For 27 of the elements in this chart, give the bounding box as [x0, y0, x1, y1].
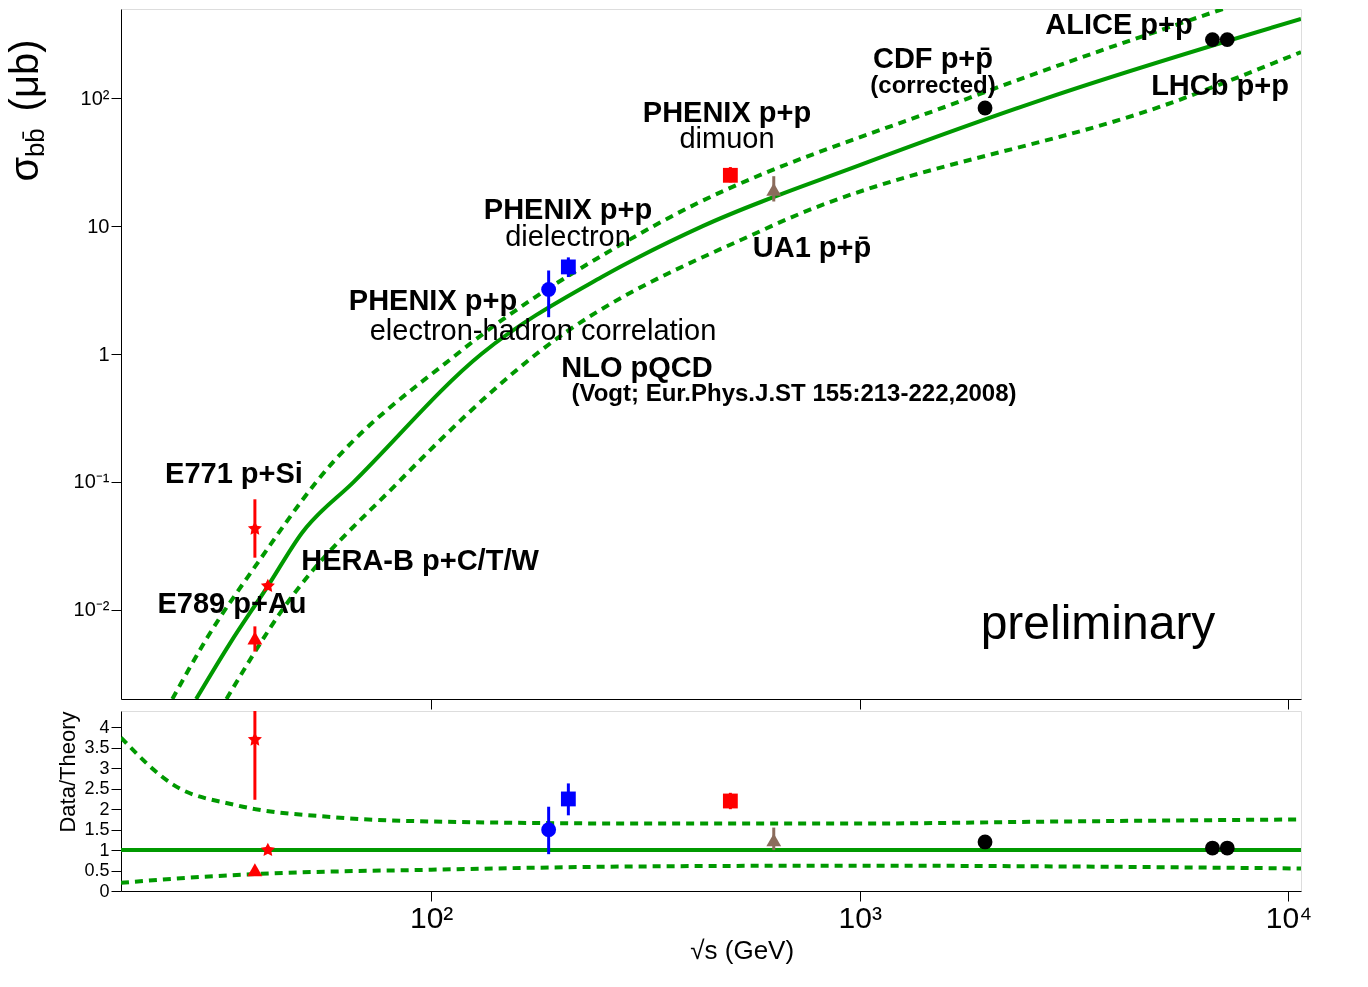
y-tick-label: 4 — [99, 716, 110, 737]
annotation: UA1 p+p̄ — [752, 231, 872, 263]
annotation: E771 p+Si — [165, 457, 303, 489]
y-tick-label: 1 — [99, 839, 110, 860]
x-tick-label: 10² — [409, 900, 454, 934]
annotation: preliminary — [980, 596, 1216, 649]
x-tick-label: 10⁴ — [1265, 900, 1313, 934]
y-tick-label: 0.5 — [84, 860, 110, 881]
annotation: PHENIX p+p — [483, 193, 653, 225]
y-tick-label: 2 — [99, 798, 110, 819]
y-tick-label: 10 — [87, 214, 110, 237]
y-tick-label: 3.5 — [84, 737, 110, 758]
y-tick-label: 10⁻² — [73, 598, 110, 621]
y-axis-title: Data/Theory — [55, 711, 81, 833]
y-tick-label: 10² — [80, 86, 110, 109]
annotation: PHENIX p+p — [348, 284, 518, 316]
y-tick-label: 0 — [99, 880, 110, 901]
y-axis-title: σbb̄ (μb) — [2, 39, 50, 182]
annotation: CDF p+p̄ — [872, 42, 994, 74]
y-tick-label: 1 — [98, 342, 110, 365]
y-tick-label: 1.5 — [84, 819, 110, 840]
x-axis-title: √s (GeV) — [690, 934, 795, 965]
x-tick-label: 10³ — [838, 900, 882, 934]
annotation: HERA-B p+C/T/W — [301, 544, 540, 576]
y-tick-label: 10⁻¹ — [73, 470, 110, 493]
y-tick-label: 2.5 — [84, 778, 110, 799]
y-tick-label: 3 — [99, 757, 110, 778]
